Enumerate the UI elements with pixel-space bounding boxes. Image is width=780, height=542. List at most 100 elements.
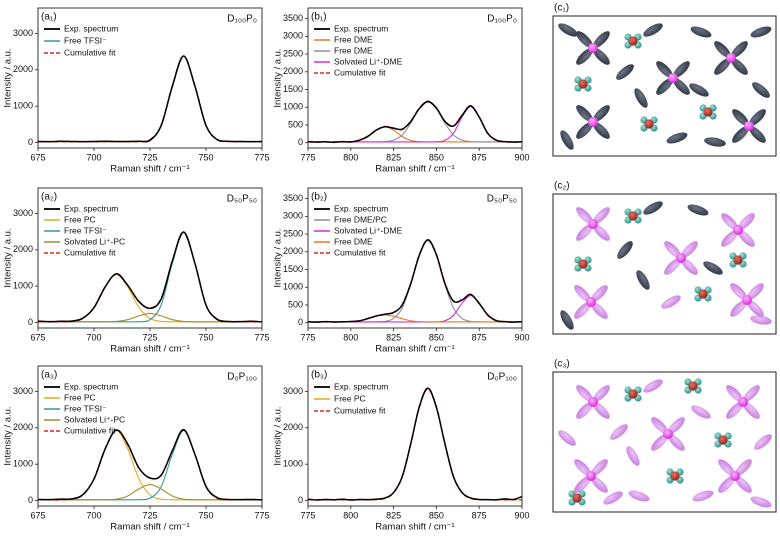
spectrum-line	[308, 294, 522, 323]
li-ion	[588, 43, 598, 53]
spectrum-line	[308, 239, 522, 323]
li-ion	[588, 219, 598, 229]
solvent-molecule	[656, 78, 673, 95]
y-axis-label: Intensity / a.u.	[3, 406, 14, 465]
solvent-molecule	[574, 459, 591, 476]
solvent-molecule	[668, 417, 685, 434]
li-ion	[738, 397, 748, 407]
solvent-molecule	[754, 434, 772, 450]
li-ion	[733, 225, 743, 235]
solvent-molecule	[576, 48, 593, 65]
li-ion	[588, 397, 598, 407]
solvent-molecule	[591, 459, 608, 476]
legend-label: Cumulative fit	[64, 425, 116, 435]
solvent-molecule	[730, 283, 747, 300]
y-tick-label: 1500	[283, 264, 303, 274]
solvent-molecule	[593, 207, 610, 224]
solvent-molecule	[576, 385, 593, 402]
spectrum-line	[38, 428, 262, 501]
solvent-molecule	[703, 261, 723, 275]
x-tick-label: 700	[86, 332, 101, 342]
li-ion	[730, 471, 740, 481]
legend-label: Cumulative fit	[334, 67, 386, 77]
y-axis-label: Intensity / a.u.	[273, 406, 284, 465]
x-tick-label: 875	[472, 152, 487, 162]
solvent-molecule	[692, 490, 714, 502]
x-tick-label: 675	[30, 510, 45, 520]
legend-label: Cumulative fit	[334, 405, 386, 415]
x-tick-label: 675	[30, 332, 45, 342]
li-ion	[663, 429, 673, 439]
x-tick-label: 825	[386, 152, 401, 162]
legend-label: Exp. spectrum	[64, 203, 118, 213]
tfsi-core	[578, 79, 588, 89]
panel-label: (a₂)	[41, 192, 57, 203]
solvent-molecule	[681, 258, 698, 275]
x-tick-label: 775	[300, 152, 315, 162]
solvent-molecule	[747, 283, 764, 300]
tfsi-core	[733, 255, 743, 265]
y-tick-label: 1000	[13, 459, 33, 469]
spectrum-line	[308, 126, 522, 143]
sample-label: D₁₀₀P₀	[487, 14, 517, 25]
y-axis-label: Intensity / a.u.	[3, 228, 14, 287]
y-axis-label: Intensity / a.u.	[273, 228, 284, 287]
x-tick-label: 800	[343, 332, 358, 342]
li-ion	[744, 121, 754, 131]
li-ion	[742, 295, 752, 305]
x-axis-label: Raman shift / cm⁻¹	[110, 344, 189, 355]
solvent-molecule	[560, 130, 574, 150]
y-tick-label: 500	[288, 119, 303, 129]
spectrum-line	[38, 430, 262, 501]
solvent-molecule	[731, 58, 748, 75]
x-axis-label: Raman shift / cm⁻¹	[375, 164, 454, 175]
solvent-molecule	[721, 230, 738, 247]
solvent-molecule	[576, 31, 593, 48]
y-tick-label: 0	[28, 495, 33, 505]
schematic	[552, 371, 777, 513]
x-axis-label: Raman shift / cm⁻¹	[375, 344, 454, 355]
legend-label: Exp. spectrum	[334, 203, 388, 213]
legend-label: Exp. spectrum	[64, 381, 118, 391]
y-tick-label: 3000	[283, 211, 303, 221]
sample-label: D₅₀P₅₀	[487, 194, 517, 205]
solvent-molecule	[689, 83, 709, 97]
solvent-molecule	[749, 126, 766, 143]
panel-label: (c₃)	[554, 359, 570, 370]
solvent-molecule	[576, 402, 593, 419]
solvent-molecule	[749, 109, 766, 126]
solvent-molecule	[651, 417, 668, 434]
legend-label: Free DME/PC	[334, 214, 387, 224]
legend-label: Solvated Li⁺-DME	[334, 225, 403, 235]
solvent-molecule	[643, 23, 663, 37]
legend-label: Solvated Li⁺-PC	[64, 414, 125, 424]
y-tick-label: 3500	[283, 13, 303, 23]
tfsi-core	[628, 389, 638, 399]
solvent-molecule	[664, 258, 681, 275]
x-tick-label: 775	[254, 152, 269, 162]
solvent-molecule	[726, 385, 743, 402]
li-ion	[586, 471, 596, 481]
solvent-molecule	[576, 105, 593, 122]
solvent-molecule	[591, 285, 608, 302]
y-tick-label: 0	[298, 495, 303, 505]
solvent-molecule	[738, 230, 755, 247]
y-tick-label: 2000	[283, 246, 303, 256]
solvent-molecule	[731, 41, 748, 58]
solvent-molecule	[617, 241, 633, 259]
legend-label: Cumulative fit	[64, 247, 116, 257]
schematic	[552, 15, 777, 157]
x-tick-label: 875	[472, 332, 487, 342]
legend-label: Exp. spectrum	[334, 23, 388, 33]
y-tick-label: 3000	[13, 208, 33, 218]
solvent-molecule	[593, 48, 610, 65]
solvent-molecule	[752, 82, 770, 98]
solvent-molecule	[721, 213, 738, 230]
y-tick-label: 1000	[283, 459, 303, 469]
tfsi-core	[578, 259, 588, 269]
solvent-molecule	[643, 201, 663, 215]
x-tick-label: 750	[198, 152, 213, 162]
solvent-molecule	[750, 26, 772, 38]
spectrum-line	[38, 273, 262, 323]
solvent-molecule	[576, 122, 593, 139]
